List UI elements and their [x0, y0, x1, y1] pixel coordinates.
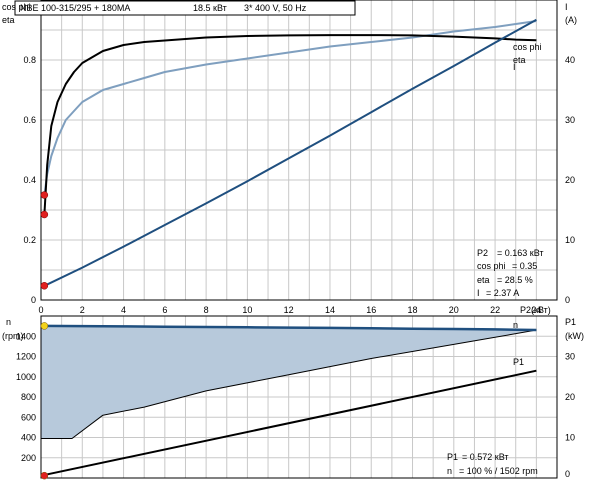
plot-frames — [40, 0, 558, 479]
title-box — [14, 0, 356, 16]
series-label-eta: eta — [513, 55, 526, 65]
bottom-right-y-tick-label: 20 — [565, 392, 575, 402]
cos-phi-line — [43, 20, 537, 196]
speed-range-fill — [41, 325, 537, 439]
x-tick-label: 18 — [408, 305, 418, 315]
top-right-y-tick-label: 20 — [565, 175, 575, 185]
bottom-left-y-tick-label: 400 — [21, 433, 36, 443]
top-left-y-tick-label: 0 — [31, 295, 36, 305]
p1-line — [40, 369, 537, 477]
eta-line — [43, 34, 537, 215]
x-tick-label: 4 — [121, 305, 126, 315]
readout-p1-value: = 0.572 кВт — [462, 452, 509, 462]
top-right-axis-label-2: (A) — [565, 15, 577, 25]
bottom-left-y-tick-label: 600 — [21, 412, 36, 422]
readout-p2-label: P2 — [477, 248, 488, 258]
top-plot-frame — [40, 0, 558, 301]
readout-n-label: n — [447, 466, 452, 476]
series-label-speed: n — [513, 320, 518, 330]
operating-point-marker — [40, 210, 49, 219]
bottom-right-axis-label-1: P1 — [565, 317, 576, 327]
speed-range-area — [41, 325, 537, 439]
bottom-left-y-tick-label: 200 — [21, 453, 36, 463]
readout-n-value: = 100 % / 1502 rpm — [459, 466, 538, 476]
readout-eta-value: = 28.5 % — [497, 275, 533, 285]
readout-current-value: = 2.37 A — [486, 288, 519, 298]
top-left-y-tick-label: 0.2 — [23, 235, 36, 245]
title-pump: NBE 100-315/295 + 180MA — [20, 3, 130, 13]
series-label-p1: P1 — [513, 357, 524, 367]
readout-eta-label: eta — [477, 275, 490, 285]
bottom-left-y-tick-label: 1200 — [16, 352, 36, 362]
speed-line — [40, 324, 537, 332]
bottom-right-y-tick-label: 30 — [565, 352, 575, 362]
operating-point-marker — [40, 322, 49, 330]
bottom-right-y-tick-label: 10 — [565, 433, 575, 443]
bottom-readout: P1 = 0.572 кВт n = 100 % / 1502 rpm — [447, 452, 538, 476]
bottom-right-y-tick-label: 0 — [565, 469, 570, 479]
x-tick-label: 2 — [80, 305, 85, 315]
x-tick-label: 12 — [284, 305, 294, 315]
x-tick-label: 0 — [38, 305, 43, 315]
x-tick-label: 16 — [366, 305, 376, 315]
top-left-y-tick-label: 0.8 — [23, 55, 36, 65]
series-label-cos-phi: cos phi — [513, 42, 542, 52]
title-supply: 3* 400 V, 50 Hz — [244, 3, 307, 13]
operating-point-markers — [40, 191, 49, 480]
series-label-current: I — [513, 62, 516, 72]
x-tick-label: 6 — [162, 305, 167, 315]
bottom-left-y-tick-label: 1000 — [16, 372, 36, 382]
min-speed-line — [41, 329, 537, 439]
readout-p2-value: = 0.163 кВт — [497, 248, 544, 258]
x-tick-label: 14 — [325, 305, 335, 315]
tick-labels: 0 2 4 6 8 10 12 14 16 18 20 22 2400.20.40.60.8010203… — [16, 55, 575, 479]
current-line — [43, 18, 537, 287]
readout-p1-label: P1 — [447, 452, 458, 462]
top-right-y-tick-label: 0 — [565, 295, 570, 305]
operating-point-marker — [40, 471, 49, 480]
bottom-left-y-tick-label: 800 — [21, 392, 36, 402]
top-right-y-tick-label: 40 — [565, 55, 575, 65]
bottom-left-axis-label-2: (rpm) — [2, 331, 24, 341]
operating-point-marker — [40, 191, 49, 199]
readout-current-label: I — [477, 288, 480, 298]
top-right-axis-label-1: I — [565, 2, 568, 12]
x-tick-label: 22 — [490, 305, 500, 315]
top-readout: P2 = 0.163 кВт cos phi = 0.35 eta = 28.5… — [477, 248, 544, 298]
x-tick-label: 8 — [204, 305, 209, 315]
top-left-y-tick-label: 0.6 — [23, 115, 36, 125]
bottom-left-axis-label-1: n — [6, 317, 11, 327]
top-left-axis-label-1: cos phi — [2, 2, 31, 12]
readout-cosphi-label: cos phi — [477, 261, 506, 271]
series-lines — [40, 18, 537, 477]
bottom-left-y-tick-label: 1400 — [16, 331, 36, 341]
operating-point-marker — [40, 282, 49, 290]
bottom-plot-frame — [40, 315, 558, 479]
x-tick-label: 10 — [242, 305, 252, 315]
readout-cosphi-value: = 0.35 — [512, 261, 537, 271]
title-power: 18.5 кВт — [193, 3, 227, 13]
x-tick-label: 24 — [531, 305, 541, 315]
x-tick-label: 20 — [449, 305, 459, 315]
top-x-axis-label: P2(кВт) — [520, 305, 551, 315]
top-right-y-tick-label: 10 — [565, 235, 575, 245]
top-left-axis-label-2: eta — [2, 15, 15, 25]
top-left-y-tick-label: 0.4 — [23, 175, 36, 185]
bottom-right-axis-label-2: (kW) — [565, 331, 584, 341]
top-right-y-tick-label: 30 — [565, 115, 575, 125]
